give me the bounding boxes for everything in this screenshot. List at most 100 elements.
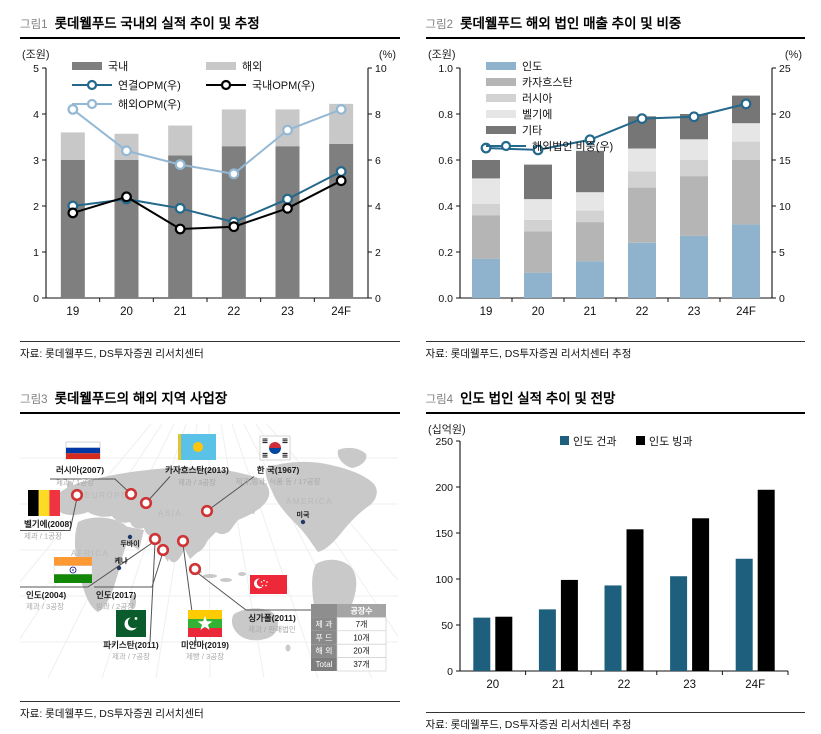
table-row-label: 해 외	[316, 646, 333, 656]
country-kazakhstan-detail: 제과 / 3공장	[178, 477, 216, 487]
svg-text:21: 21	[174, 306, 187, 318]
svg-text:10: 10	[779, 201, 791, 213]
svg-text:200: 200	[435, 482, 453, 494]
table-row-value: 37개	[353, 659, 369, 669]
region-label-africa: AFRICA	[71, 549, 109, 558]
country-singapore-detail: 제과 / 판매법인	[248, 624, 296, 634]
table-row-label: 제 과	[316, 620, 334, 629]
svg-text:150: 150	[435, 528, 453, 540]
chart4-grouped-bar-chart: (십억원) 0 50 100 150 200 250 20 21 22 23 24F 인도 건과 인도 빙…	[428, 423, 788, 691]
region-label-asia: ASIA	[158, 509, 182, 518]
country-india2017-detail: 빙과 / 2공장	[96, 601, 134, 611]
marker-west-europe	[70, 488, 84, 502]
svg-text:20: 20	[120, 306, 133, 318]
svg-text:기타: 기타	[522, 124, 542, 137]
svg-text:25: 25	[779, 63, 791, 75]
svg-text:5: 5	[33, 63, 39, 75]
svg-text:국내OPM(우): 국내OPM(우)	[252, 79, 315, 92]
figure-2-tag: 그림2	[425, 19, 454, 31]
figure-4-source: 자료: 롯데웰푸드, DS투자증권 리서치센터 추정	[425, 712, 805, 734]
country-india2004-name: 인도(2004)	[26, 590, 66, 600]
country-korea-name: 한 국(1967)	[257, 465, 300, 475]
figure-3-title: 롯데웰푸드의 해외 지역 사업장	[54, 391, 228, 406]
marker-pakistan	[148, 532, 162, 546]
svg-text:(조원): (조원)	[428, 48, 456, 61]
figure-2-header: 그림2 롯데웰푸드 해외 법인 매출 추이 및 비중	[425, 8, 805, 39]
svg-text:250: 250	[435, 436, 453, 448]
svg-text:해외: 해외	[242, 59, 262, 73]
svg-text:22: 22	[635, 306, 648, 318]
map-country-labels: 러시아(2007) 제과 / 1공장 카자흐스탄(2013) 제과 / 3공장 …	[24, 465, 321, 661]
svg-text:23: 23	[687, 306, 700, 318]
figure-3-tag: 그림3	[20, 394, 48, 406]
figure-4-title: 인도 법인 실적 추이 및 전망	[460, 391, 616, 406]
svg-text:인도 건과: 인도 건과	[573, 435, 617, 448]
figure-3-header: 그림3 롯데웰푸드의 해외 지역 사업장	[20, 383, 400, 414]
svg-text:인도: 인도	[522, 60, 542, 73]
svg-text:100: 100	[435, 574, 453, 586]
figure-2-chart-area: (조원) 0.0 0.2 0.4 0.6 0.8 1.0 (%) 0 5 10 15 20 25 19 20 2…	[426, 39, 806, 341]
svg-text:1.0: 1.0	[438, 63, 453, 75]
svg-text:0.4: 0.4	[438, 201, 453, 213]
svg-text:21: 21	[552, 679, 565, 691]
svg-text:(십억원): (십억원)	[428, 423, 466, 436]
marker-india	[156, 543, 170, 557]
marker-kazakhstan	[139, 496, 153, 510]
svg-text:19: 19	[479, 306, 492, 318]
table-row-value: 10개	[353, 632, 369, 642]
line-series	[67, 104, 347, 235]
figure-3-source: 자료: 롯데웰푸드, DS투자증권 리서치센터	[20, 701, 400, 723]
marker-myanmar	[176, 534, 190, 548]
svg-text:24F: 24F	[736, 306, 756, 318]
figure-1-source: 자료: 롯데웰푸드, DS투자증권 리서치센터	[20, 341, 400, 363]
figure-2-source: 자료: 롯데웰푸드, DS투자증권 리서치센터 추정	[425, 341, 805, 363]
svg-text:50: 50	[441, 620, 453, 632]
svg-text:해외OPM(우): 해외OPM(우)	[118, 97, 181, 111]
flag-india	[53, 557, 93, 583]
svg-text:23: 23	[281, 306, 294, 318]
svg-text:4: 4	[33, 109, 39, 121]
svg-text:6: 6	[375, 155, 381, 167]
country-pakistan-detail: 제과 / 7공장	[112, 651, 150, 661]
flag-pakistan	[116, 610, 146, 637]
svg-text:23: 23	[683, 679, 696, 691]
country-kazakhstan-name: 카자흐스탄(2013)	[165, 465, 229, 475]
figure-3: 그림3 롯데웰푸드의 해외 지역 사업장	[0, 383, 481, 723]
table-header: 공장수	[350, 606, 373, 616]
table-row-value: 7개	[356, 619, 368, 629]
svg-text:(%): (%)	[379, 49, 396, 61]
svg-text:19: 19	[66, 306, 79, 318]
svg-text:21: 21	[583, 306, 596, 318]
line-series	[480, 98, 751, 156]
svg-text:15: 15	[779, 155, 791, 167]
figure-4-tag: 그림4	[425, 394, 454, 406]
svg-text:22: 22	[227, 306, 240, 318]
svg-text:5: 5	[779, 247, 785, 259]
svg-text:국내: 국내	[108, 60, 128, 73]
country-pakistan-name: 파키스탄(2011)	[103, 640, 159, 650]
flag-russia	[65, 441, 101, 460]
svg-text:10: 10	[375, 63, 387, 75]
figure-1: 그림1 롯데웰푸드 국내외 실적 추이 및 추정 (조원) 0 1 2 3 4 5 (%) 0 2…	[20, 8, 400, 360]
factory-count-table: 공장수 제 과 7개 푸 드 10개 해 외 20개	[311, 604, 387, 672]
table-row-value: 20개	[353, 646, 369, 656]
svg-text:0.0: 0.0	[438, 293, 453, 305]
flag-south-korea	[259, 435, 291, 461]
flag-kazakhstan	[178, 434, 216, 460]
svg-text:0: 0	[375, 293, 381, 305]
svg-text:24F: 24F	[331, 306, 351, 318]
legend: 인도 건과 인도 빙과	[559, 435, 692, 448]
country-belgium-name: 벨기에(2008)	[24, 519, 72, 529]
flag-belgium	[28, 490, 60, 516]
country-belgium-detail: 제과 / 1공장	[24, 531, 62, 541]
figure-4: 그림4 인도 법인 실적 추이 및 전망 (십억원) 0 50 100 150 200 25…	[425, 383, 805, 731]
svg-text:20: 20	[779, 109, 791, 121]
city-label-kenya: 케냐	[115, 556, 128, 565]
region-label-america: AMERICA	[286, 497, 333, 506]
table-row-label: 푸 드	[316, 633, 333, 642]
